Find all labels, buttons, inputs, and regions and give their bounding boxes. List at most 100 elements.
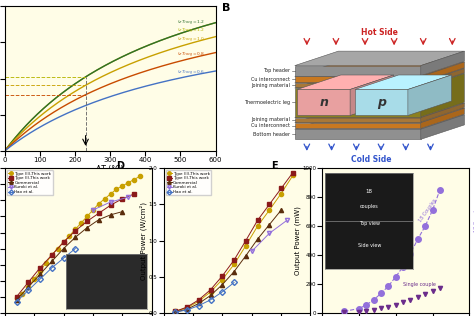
Type (I)-This work: [196, 298, 201, 302]
Type (I)-This work: [14, 295, 19, 299]
Commercial: [84, 226, 90, 230]
Text: Bottom header: Bottom header: [253, 132, 290, 137]
Line: Kuroki et al.: Kuroki et al.: [91, 195, 130, 212]
Type (II)-This work: [137, 174, 143, 178]
Type (II)-This work: [255, 224, 260, 228]
Polygon shape: [295, 69, 465, 83]
Polygon shape: [295, 115, 465, 129]
Hao et al.: [208, 298, 213, 302]
Type (II)-This work: [219, 278, 225, 282]
Line: Type (I)-This work: Type (I)-This work: [14, 192, 136, 299]
Text: Cu interconnect: Cu interconnect: [251, 123, 290, 128]
18 Couples: [422, 224, 428, 228]
Type (II)-This work: [243, 244, 249, 247]
Type (II)-This work: [173, 309, 178, 313]
Polygon shape: [295, 51, 465, 66]
Type (II)-This work: [84, 215, 90, 218]
Polygon shape: [295, 123, 421, 129]
Text: Hot Side: Hot Side: [361, 28, 398, 37]
Text: $(zT)_{avg}=1.2$: $(zT)_{avg}=1.2$: [177, 26, 205, 35]
Commercial: [37, 272, 43, 276]
18 Couples: [437, 188, 443, 192]
Commercial: [278, 208, 284, 212]
Line: Type (I)-This work: Type (I)-This work: [173, 171, 295, 313]
Polygon shape: [355, 89, 408, 115]
Polygon shape: [295, 88, 421, 117]
Type (I)-This work: [208, 288, 213, 292]
Type (II)-This work: [90, 208, 96, 212]
Type (II)-This work: [14, 296, 19, 300]
Commercial: [184, 307, 190, 311]
Type (II)-This work: [66, 234, 72, 238]
Type (I)-This work: [173, 309, 178, 313]
18 Couples: [378, 291, 384, 295]
Polygon shape: [295, 62, 465, 76]
Text: $(zT)_{avg}=0.6$: $(zT)_{avg}=0.6$: [177, 69, 205, 77]
Text: Single couple: Single couple: [403, 282, 436, 287]
Single couple: [422, 292, 428, 296]
Commercial: [49, 259, 55, 263]
Hao et al.: [173, 310, 178, 314]
Type (II)-This work: [37, 269, 43, 273]
Type (I)-This work: [278, 187, 284, 191]
Polygon shape: [295, 66, 421, 76]
Type (II)-This work: [43, 261, 49, 265]
Hao et al.: [14, 300, 19, 303]
Polygon shape: [295, 76, 421, 82]
Text: p: p: [377, 96, 386, 109]
Type (II)-This work: [61, 240, 66, 244]
Line: Commercial: Commercial: [14, 210, 124, 302]
Commercial: [73, 235, 78, 239]
Hao et al.: [37, 277, 43, 281]
Type (I)-This work: [243, 239, 249, 242]
Single couple: [400, 301, 406, 304]
Line: Kuroki et al.: Kuroki et al.: [250, 218, 289, 253]
Type (II)-This work: [108, 192, 113, 196]
Line: Commercial: Commercial: [173, 208, 283, 314]
Type (II)-This work: [290, 173, 296, 177]
Type (I)-This work: [49, 253, 55, 257]
Type (II)-This work: [114, 187, 119, 191]
Single couple: [341, 311, 347, 314]
Text: Joining material: Joining material: [251, 82, 290, 88]
Polygon shape: [295, 108, 465, 123]
18 Couples: [371, 298, 376, 302]
Line: Hao et al.: Hao et al.: [173, 280, 236, 314]
Line: Hao et al.: Hao et al.: [14, 246, 77, 304]
Kuroki et al.: [266, 231, 272, 235]
Type (II)-This work: [119, 184, 125, 188]
Polygon shape: [408, 75, 452, 115]
Type (I)-This work: [119, 197, 125, 201]
Text: Top header: Top header: [263, 68, 290, 73]
Type (II)-This work: [26, 285, 31, 289]
Type (II)-This work: [49, 253, 55, 257]
Type (I)-This work: [131, 192, 137, 196]
Commercial: [108, 213, 113, 217]
Y-axis label: Output Power (mW): Output Power (mW): [294, 206, 301, 275]
Commercial: [14, 298, 19, 302]
Single couple: [371, 308, 376, 312]
Polygon shape: [421, 103, 465, 122]
Kuroki et al.: [126, 195, 131, 199]
18 Couples: [364, 303, 369, 307]
Type (I)-This work: [255, 218, 260, 222]
18 Couples: [385, 284, 391, 288]
Commercial: [208, 294, 213, 297]
Type (II)-This work: [126, 181, 131, 185]
Single couple: [408, 298, 413, 302]
Commercial: [61, 247, 66, 251]
Commercial: [26, 285, 31, 289]
Type (I)-This work: [96, 211, 101, 215]
Type (I)-This work: [84, 219, 90, 223]
18 Couples: [400, 265, 406, 269]
Single couple: [415, 295, 420, 299]
Commercial: [96, 218, 101, 222]
Kuroki et al.: [284, 218, 290, 222]
Single couple: [385, 305, 391, 308]
Type (II)-This work: [31, 277, 37, 281]
Polygon shape: [421, 74, 465, 117]
Hao et al.: [61, 256, 66, 260]
X-axis label: ΔT (°C): ΔT (°C): [96, 165, 124, 173]
Polygon shape: [421, 51, 465, 76]
Commercial: [119, 210, 125, 214]
